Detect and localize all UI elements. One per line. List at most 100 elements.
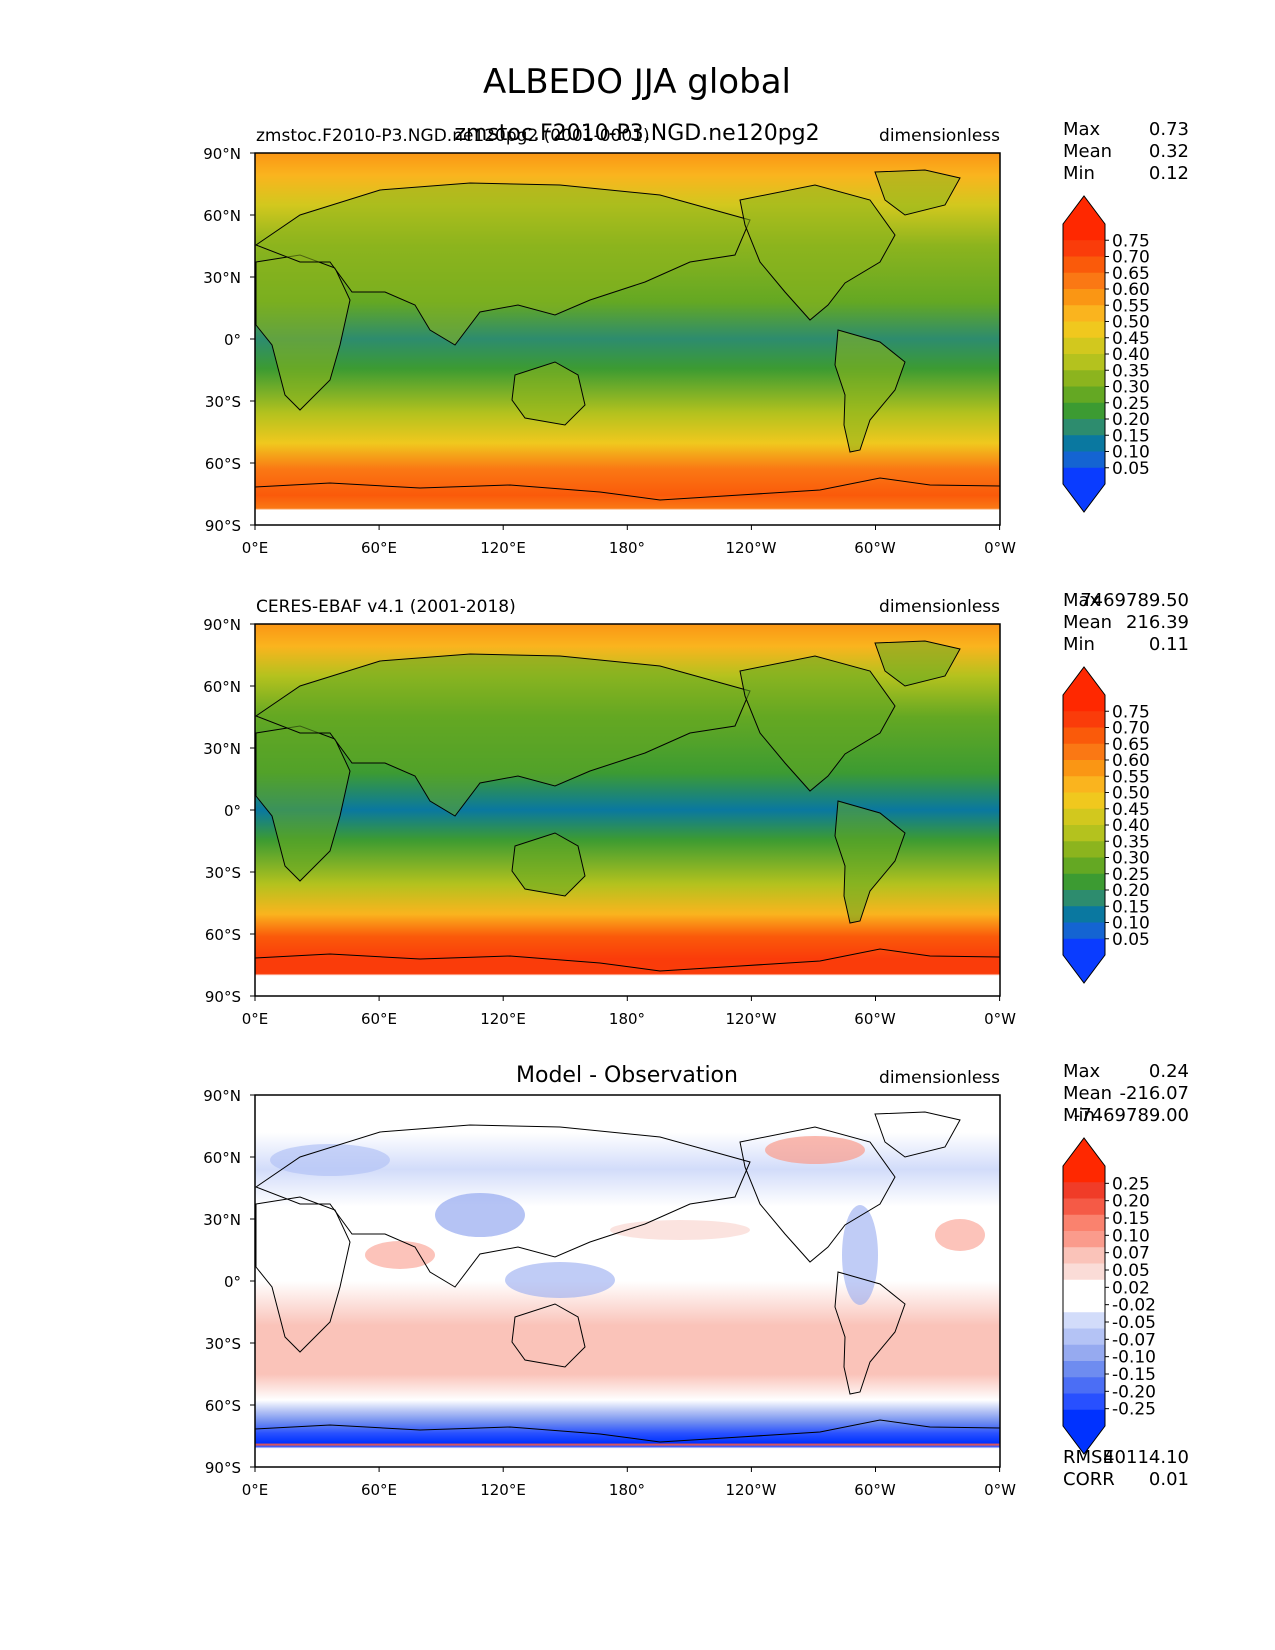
colorbar-tick-label: 0.50 [1112,313,1150,333]
south-america [834,800,906,924]
lat-tick-label: 60°S [205,1397,241,1415]
lat-tick-label: 0° [224,331,241,349]
stat-value: 0.73 [1149,119,1189,140]
blob [610,1220,750,1240]
colorbar-swatch [1063,386,1105,404]
colorbar-tick-label: 0.10 [1112,1226,1150,1246]
colorbar-swatch [1063,451,1105,469]
colorbar-swatch [1063,1198,1105,1216]
australia [511,1303,586,1368]
colorbar-outline [1062,1137,1106,1455]
lon-tick-label: 120°W [726,1010,777,1028]
colorbar-swatch [1063,337,1105,355]
africa [255,725,351,882]
lat-tick-label: 60°N [203,1149,241,1167]
colorbar-extend-min [1063,955,1105,983]
colorbar-tick-label: 0.20 [1112,881,1150,901]
stat-label: Max [1063,1061,1101,1082]
colorbar-swatch [1063,1247,1105,1264]
stat-label: Min [1063,634,1095,655]
stat-value: -7469789.00 [1074,1105,1189,1126]
stat-label: Mean [1063,1083,1112,1104]
colorbar-outline [1062,666,1106,984]
colorbar-swatch [1063,1312,1105,1329]
lon-tick-label: 0°E [242,1010,269,1028]
axis-ticks [250,1094,1001,1472]
colorbar-tick-label: 0.30 [1112,849,1150,869]
colorbar-swatch [1063,808,1105,826]
colorbar-swatch [1063,1182,1105,1199]
colorbar-swatch [1063,354,1105,371]
lat-axis: 90°N 60°N 30°N 0° 30°S 60°S 90°S [203,1087,241,1477]
lat-tick-label: 90°S [205,517,241,535]
lat-tick-label: 60°S [205,455,241,473]
lat-axis: 90°N 60°N 30°N 0° 30°S 60°S 90°S [203,616,241,1006]
lat-tick-label: 30°N [203,1211,241,1229]
colorbar-swatch [1063,1393,1105,1411]
lon-tick-label: 0°W [984,1010,1016,1028]
australia [511,832,586,897]
north-america [739,655,896,792]
colorbar-tick-label: 0.55 [1112,767,1150,787]
colorbar-tick-label: 0.65 [1112,735,1150,755]
colorbar-swatch [1063,1166,1105,1183]
colorbar-swatch [1063,467,1105,485]
colorbar-swatch [1063,272,1105,290]
colorbar-swatch [1063,1214,1105,1232]
colorbar-swatch [1063,857,1105,875]
colorbar-swatch [1063,402,1105,420]
colorbar-tick-label: 0.50 [1112,784,1150,804]
lat-tick-label: 30°S [205,393,241,411]
stat-value: 40114.10 [1103,1447,1189,1468]
stat-value: 7469789.50 [1080,590,1189,611]
eurasia [255,182,751,346]
colorbar-swatch [1063,1296,1105,1313]
colorbar-swatch [1063,938,1105,956]
colorbar: 0.750.700.650.600.550.500.450.400.350.30… [1062,666,1150,984]
colorbar-swatch [1063,695,1105,712]
colorbar: 0.750.700.650.600.550.500.450.400.350.30… [1062,195,1150,513]
lon-tick-label: 120°E [480,1481,526,1499]
africa [255,254,351,411]
blob [765,1136,865,1164]
colorbar: 0.250.200.150.100.070.050.02-0.02-0.05-0… [1062,1137,1156,1455]
panel-model: zmstoc.F2010-P3.NGD.ne120pg2 (0001-0001)… [203,119,1189,557]
lon-tick-label: 60°E [361,539,397,557]
colorbar-tick-label: 0.45 [1112,800,1150,820]
colorbar-tick-label: 0.25 [1112,394,1150,414]
colorbar-swatch [1063,1344,1105,1362]
stat-label: CORR [1063,1469,1115,1490]
lat-tick-label: 60°S [205,926,241,944]
colorbar-tick-label: 0.15 [1112,426,1150,446]
lon-tick-label: 60°W [854,539,896,557]
stat-label: Max [1063,590,1101,611]
landmasses [255,1111,1000,1443]
colorbar-tick-label: 0.35 [1112,832,1150,852]
colorbar-swatch [1063,289,1105,306]
panel-left-title: zmstoc.F2010-P3.NGD.ne120pg2 (0001-0001) [256,126,650,146]
colorbar-swatch [1063,825,1105,842]
lat-tick-label: 90°S [205,988,241,1006]
colorbar-tick-label: 0.55 [1112,296,1150,316]
colorbar-tick-label: 0.07 [1112,1244,1150,1264]
colorbar-tick-label: -0.25 [1112,1400,1156,1420]
colorbar-tick-label: 0.30 [1112,378,1150,398]
colorbar-swatch [1063,419,1105,436]
colorbar-tick-label: 0.25 [1112,1174,1150,1194]
blob [842,1205,878,1305]
lon-tick-label: 180° [609,1481,645,1499]
colorbar-tick-label: 0.10 [1112,443,1150,463]
colorbar-swatch [1063,1231,1105,1248]
panel-center-title: zmstoc.F2010-P3.NGD.ne120pg2 [454,121,819,146]
colorbar-extend-max [1063,196,1105,224]
lon-tick-label: 120°W [726,1481,777,1499]
colorbar-tick-label: -0.20 [1112,1382,1156,1402]
blob [270,1144,390,1176]
eurasia [255,653,751,817]
colorbar-tick-label: 0.35 [1112,361,1150,381]
colorbar-swatch [1063,890,1105,907]
panel-difference: Model - Observation dimensionless [203,1061,1189,1499]
colorbar-tick-label: -0.05 [1112,1313,1156,1333]
rmse-corr-box: RMSE 40114.10 CORR 0.01 [1063,1447,1189,1490]
